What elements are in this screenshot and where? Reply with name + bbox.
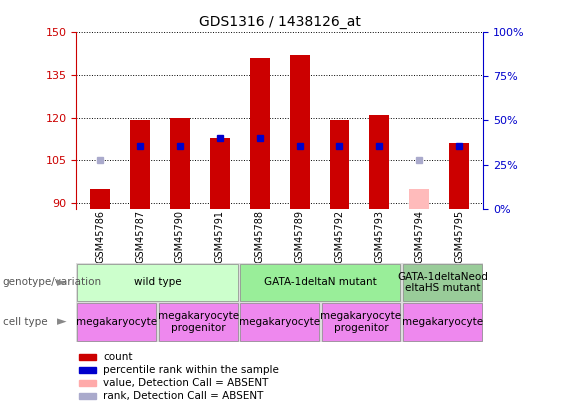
Bar: [321, 303, 401, 341]
Text: cell type: cell type: [3, 317, 47, 327]
Bar: [210, 138, 230, 209]
Text: percentile rank within the sample: percentile rank within the sample: [103, 365, 279, 375]
Bar: [403, 303, 482, 341]
Text: genotype/variation: genotype/variation: [3, 277, 102, 288]
Text: ►: ►: [57, 315, 67, 328]
Text: megakaryocyte
progenitor: megakaryocyte progenitor: [158, 311, 239, 333]
Text: GATA-1deltaNeod
eltaHS mutant: GATA-1deltaNeod eltaHS mutant: [397, 272, 488, 293]
Text: megakaryocyte: megakaryocyte: [76, 317, 158, 327]
Bar: [79, 367, 96, 373]
Text: megakaryocyte
progenitor: megakaryocyte progenitor: [320, 311, 402, 333]
Text: megakaryocyte: megakaryocyte: [402, 317, 483, 327]
Bar: [370, 115, 389, 209]
Bar: [170, 117, 190, 209]
Bar: [79, 354, 96, 360]
Text: count: count: [103, 352, 133, 362]
Text: megakaryocyte: megakaryocyte: [239, 317, 320, 327]
Bar: [159, 303, 238, 341]
Text: rank, Detection Call = ABSENT: rank, Detection Call = ABSENT: [103, 391, 264, 401]
Bar: [77, 303, 157, 341]
Bar: [77, 264, 238, 301]
Bar: [79, 380, 96, 386]
Bar: [449, 143, 469, 209]
Bar: [240, 264, 401, 301]
Text: GATA-1deltaN mutant: GATA-1deltaN mutant: [264, 277, 377, 288]
Bar: [130, 121, 150, 209]
Bar: [290, 55, 310, 209]
Bar: [409, 189, 429, 209]
Bar: [250, 58, 270, 209]
Bar: [90, 189, 110, 209]
Text: value, Detection Call = ABSENT: value, Detection Call = ABSENT: [103, 378, 269, 388]
Text: ►: ►: [57, 276, 67, 289]
Bar: [79, 393, 96, 399]
Title: GDS1316 / 1438126_at: GDS1316 / 1438126_at: [199, 15, 360, 29]
Text: wild type: wild type: [134, 277, 181, 288]
Bar: [329, 121, 350, 209]
Bar: [403, 264, 482, 301]
Bar: [240, 303, 319, 341]
